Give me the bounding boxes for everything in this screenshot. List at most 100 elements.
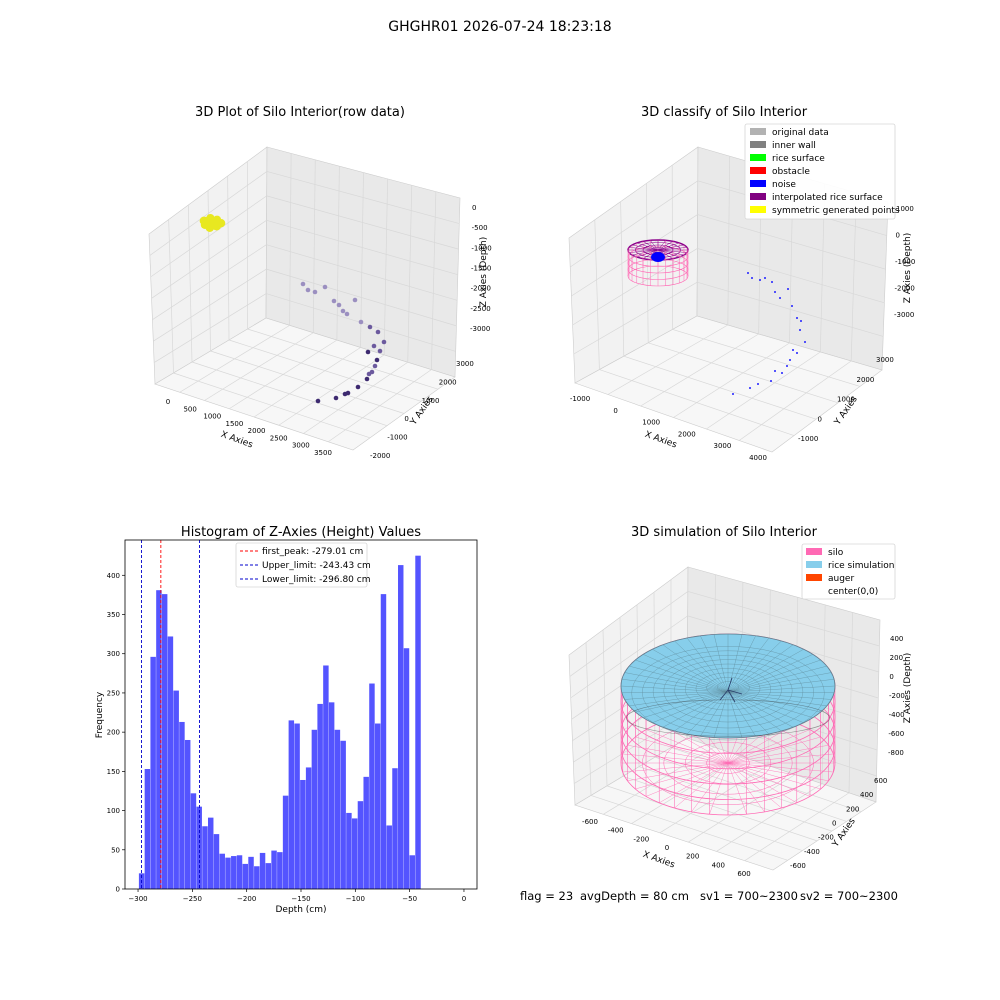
grid-line bbox=[571, 214, 698, 297]
silo-floor-spoke bbox=[645, 729, 729, 764]
auger-line bbox=[719, 689, 729, 701]
silo-floor-spoke bbox=[659, 762, 729, 804]
histogram-title: Histogram of Z-Axies (Height) Values bbox=[181, 525, 421, 540]
rice-mesh-spoke bbox=[652, 649, 729, 693]
grid-line bbox=[670, 747, 862, 813]
z-tick-label: -600 bbox=[888, 730, 904, 738]
z-axis-label: Z Axies (Depth) bbox=[903, 233, 913, 304]
x-tick-label: 500 bbox=[183, 405, 196, 413]
noise-point bbox=[787, 288, 789, 290]
histogram-bar bbox=[179, 721, 185, 889]
x-axis-label: X Axies bbox=[643, 430, 678, 451]
legend-swatch bbox=[750, 141, 766, 148]
grid-line bbox=[848, 612, 853, 793]
silo-floor-spoke bbox=[674, 762, 729, 809]
rice-surface bbox=[620, 633, 836, 741]
histogram-bar bbox=[357, 801, 364, 889]
grid-line bbox=[266, 219, 458, 276]
x-tick-label: -200 bbox=[633, 835, 649, 843]
histogram-bar bbox=[190, 793, 197, 889]
grid-line bbox=[646, 183, 649, 343]
noise-point bbox=[774, 370, 776, 372]
grid-line bbox=[640, 333, 759, 407]
legend-swatch bbox=[750, 128, 766, 135]
grid-line bbox=[744, 792, 850, 862]
scatter-point bbox=[342, 391, 348, 397]
x-tick-label: −100 bbox=[346, 895, 365, 903]
grid-line bbox=[687, 591, 880, 647]
z-tick-label: 0 bbox=[472, 204, 476, 212]
x-tick-label: -1000 bbox=[570, 395, 590, 403]
silo-floor-spoke bbox=[645, 762, 729, 797]
legend-swatch bbox=[806, 548, 822, 555]
grid-line bbox=[336, 166, 340, 341]
histogram-bar bbox=[300, 779, 306, 889]
legend-histogram: first_peak: -279.01 cm Upper_limit: -243.… bbox=[235, 542, 371, 588]
y-tick-label: 2000 bbox=[439, 378, 457, 386]
z-tick-label: 200 bbox=[890, 654, 903, 662]
grid-line bbox=[569, 591, 689, 677]
z-tick-label: -2000 bbox=[471, 285, 491, 293]
y-tick-label: -1000 bbox=[798, 435, 818, 443]
rice-mesh-spoke bbox=[700, 635, 729, 693]
grid-line bbox=[716, 783, 823, 852]
scatter-point bbox=[305, 287, 311, 293]
x-tick-label: 3500 bbox=[314, 449, 332, 457]
histogram-bar bbox=[288, 720, 295, 889]
histogram-bar bbox=[346, 812, 352, 889]
histogram-bar bbox=[259, 852, 266, 889]
scatter-point bbox=[340, 308, 346, 314]
noise-point bbox=[732, 393, 734, 395]
rice-mesh-spoke bbox=[727, 691, 813, 718]
rice-mesh-spoke bbox=[727, 691, 835, 693]
y-tick-label: 200 bbox=[107, 729, 120, 737]
histogram-bar bbox=[294, 723, 300, 889]
legend-swatch bbox=[750, 180, 766, 187]
grid-line bbox=[687, 774, 796, 843]
histogram-bar bbox=[363, 776, 369, 889]
z-tick-label: 400 bbox=[890, 635, 903, 643]
rice-mesh-spoke bbox=[727, 691, 782, 732]
grid-line bbox=[383, 178, 388, 355]
panel-classify-title: 3D classify of Silo Interior bbox=[641, 105, 808, 120]
grid-line bbox=[253, 347, 361, 418]
grid-line bbox=[654, 756, 847, 822]
noise-point bbox=[800, 320, 802, 322]
histogram-bar bbox=[254, 866, 260, 889]
figure-title: GHGHR01 2026-07-24 18:23:18 bbox=[388, 19, 611, 35]
rice-mesh-spoke bbox=[624, 672, 729, 693]
rice-mesh-spoke bbox=[621, 691, 729, 693]
x-tick-label: −200 bbox=[237, 895, 256, 903]
rice-mesh-spoke bbox=[727, 654, 813, 693]
grid-line bbox=[585, 642, 592, 796]
y-tick-label: 0 bbox=[818, 415, 822, 423]
silo-floor-spoke bbox=[709, 762, 729, 815]
rice-mesh-spoke bbox=[727, 679, 835, 693]
z-axis-label: Z Axies (Depth) bbox=[903, 653, 913, 724]
auger-line bbox=[727, 677, 733, 691]
legend-label: original data bbox=[772, 128, 829, 138]
x-tick-labels: 0 500 1000 1500 2000 2500 3000 3500 bbox=[166, 398, 332, 457]
scatter-point bbox=[375, 329, 381, 335]
histogram-bar bbox=[225, 857, 231, 889]
y-tick-label: 300 bbox=[107, 650, 120, 658]
histogram-bar bbox=[317, 703, 323, 889]
y-tick-label: -1000 bbox=[387, 434, 407, 442]
z-tick-label: -500 bbox=[472, 224, 488, 232]
histogram-bar bbox=[369, 683, 375, 889]
floor-pane bbox=[574, 737, 877, 871]
noise-point bbox=[789, 359, 791, 361]
y-tick-label: 3000 bbox=[456, 360, 474, 368]
legend-label: first_peak: -279.01 cm bbox=[262, 547, 363, 557]
grid-line bbox=[697, 281, 884, 337]
silo-floor-spoke bbox=[727, 762, 765, 812]
y-tick-labels: -2000 -1000 0 1000 2000 3000 bbox=[370, 360, 474, 460]
legend-swatch bbox=[806, 587, 822, 594]
histogram-bar bbox=[409, 855, 415, 889]
z-tick-label: -200 bbox=[889, 692, 905, 700]
grid-line bbox=[594, 219, 600, 370]
scatter-point bbox=[374, 357, 380, 363]
grid-line bbox=[150, 195, 267, 278]
rice-mesh-spoke bbox=[662, 644, 729, 693]
